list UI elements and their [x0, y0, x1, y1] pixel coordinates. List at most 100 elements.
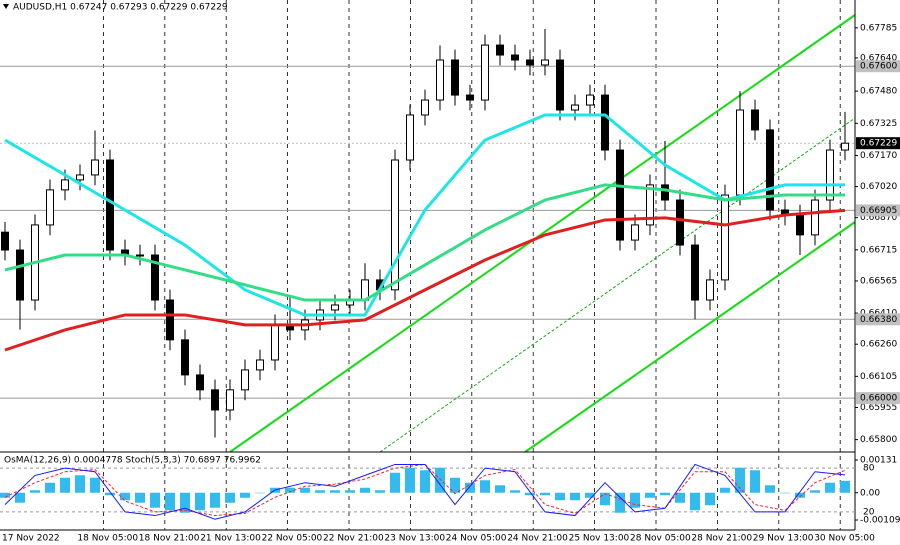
y-tick-label: 0.67640 [860, 53, 897, 63]
osma-bar [510, 490, 520, 493]
osma-bar [30, 490, 40, 493]
osma-bar [675, 492, 685, 503]
indicator-title: OsMA(12,26,9) 0.0004778 Stoch(5,3,3) 70.… [4, 456, 261, 466]
y2-tick-label: 80 [863, 464, 875, 474]
osma-bar [465, 482, 475, 493]
osma-bar [240, 492, 250, 498]
level-label-box [856, 313, 900, 326]
osma-bar [165, 492, 175, 511]
osma-bar [225, 492, 235, 503]
osma-bar [450, 477, 460, 493]
osma-bar [15, 492, 25, 503]
y-tick-label: 0.66870 [860, 213, 897, 223]
osma-bar [645, 492, 655, 498]
y-tick-label: 0.65955 [860, 403, 897, 413]
moving-average [4, 183, 845, 302]
osma-bar [345, 490, 355, 493]
candle-body [16, 249, 24, 301]
osma-bar [390, 472, 400, 493]
candle-body [241, 369, 249, 391]
x-tick-label: 28 Nov 05:00 [630, 534, 691, 544]
y3-tick-label: 0.00 [860, 488, 880, 498]
osma-bar [135, 492, 145, 503]
x-tick-label: 25 Nov 13:00 [569, 534, 630, 544]
candle-body [571, 104, 579, 111]
candle-body [676, 199, 684, 246]
level-label-box [856, 204, 900, 217]
candle-body [166, 299, 174, 341]
y-tick-label: 0.66105 [860, 372, 897, 382]
x-tick-label: 24 Nov 21:00 [507, 534, 568, 544]
osma-bar [375, 490, 385, 493]
candle-body [211, 389, 219, 411]
candle-body [766, 129, 774, 211]
y-tick-label: 0.66715 [860, 245, 897, 255]
osma-bar [765, 485, 775, 493]
channel-lower [524, 221, 856, 453]
osma-bar [315, 490, 325, 493]
osma-bar [555, 492, 565, 501]
osma-bar [495, 485, 505, 493]
osma-bar [420, 470, 430, 493]
osma-bar [615, 492, 625, 513]
candle-body [736, 109, 744, 196]
candle-body [646, 184, 654, 226]
candle-body [721, 194, 729, 281]
candle-body [181, 339, 189, 376]
y2-tick-label: 20 [863, 507, 875, 517]
candle-body [691, 244, 699, 301]
candle-body [601, 94, 609, 151]
osma-bar [630, 492, 640, 508]
candle-body [1, 231, 9, 251]
channel-middle [379, 117, 856, 453]
x-tick-label: 22 Nov 21:00 [323, 534, 384, 544]
osma-bar [90, 477, 100, 493]
moving-average [4, 113, 845, 317]
level-label: 0.67600 [860, 62, 897, 72]
osma-bar [735, 467, 745, 493]
osma-bar [825, 482, 835, 493]
y-tick-label: 0.66260 [860, 340, 897, 350]
x-tick-label: 18 Nov 21:00 [139, 534, 200, 544]
x-tick-label: 28 Nov 21:00 [691, 534, 752, 544]
x-tick-label: 22 Nov 05:00 [262, 534, 323, 544]
candle-body [481, 44, 489, 101]
x-tick-label: 29 Nov 13:00 [753, 534, 814, 544]
x-tick-label: 18 Nov 05:00 [77, 534, 138, 544]
candle-body [76, 174, 84, 181]
candle-body [91, 159, 99, 176]
candle-body [46, 189, 54, 226]
y-tick-label: 0.65800 [860, 435, 897, 445]
candle-body [631, 224, 639, 241]
candle-body [706, 279, 714, 301]
osma-bar [60, 477, 70, 493]
osma-bar [120, 492, 130, 501]
osma-bar [480, 480, 490, 493]
x-tick-label: 30 Nov 05:00 [814, 534, 875, 544]
x-tick-label: 17 Nov 2022 [2, 534, 60, 544]
osma-bar [360, 487, 370, 493]
candle-body [331, 304, 339, 311]
osma-bar [75, 475, 85, 493]
candle-body [271, 324, 279, 361]
osma-bar [105, 492, 115, 496]
candle-body [556, 59, 564, 111]
level-label: 0.66380 [860, 315, 897, 325]
osma-bar [540, 492, 550, 496]
y3-tick-label: -0.00109 [860, 516, 900, 526]
candle-body [256, 359, 264, 371]
y-tick-label: 0.67020 [860, 182, 897, 192]
stoch-signal-line [4, 463, 846, 517]
y-tick-label: 0.67170 [860, 151, 897, 161]
candle-body [811, 199, 819, 236]
osma-bar [585, 492, 595, 498]
symbol-arrow [3, 4, 9, 9]
osma-bar [525, 492, 535, 496]
osma-bar [330, 490, 340, 493]
osma-bar [210, 492, 220, 508]
candle-body [616, 149, 624, 241]
osma-bar [45, 482, 55, 493]
y3-tick-label: 0.00131 [860, 456, 897, 466]
osma-bar [195, 492, 205, 511]
